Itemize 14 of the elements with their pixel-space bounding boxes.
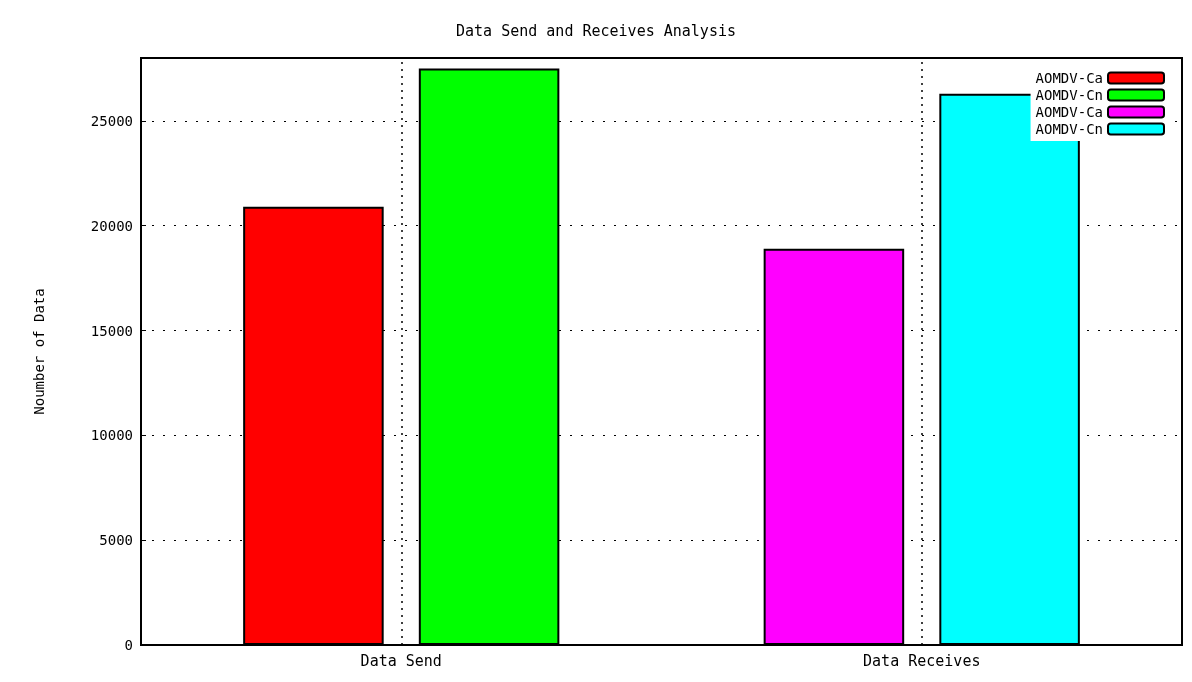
- legend-label: AOMDV-Cn: [1035, 87, 1103, 103]
- chart-title: Data Send and Receives Analysis: [456, 21, 736, 40]
- y-tick-label: 20000: [90, 217, 133, 234]
- y-axis-title: Noumber of Data: [31, 288, 47, 415]
- y-tick-label: 15000: [90, 322, 133, 339]
- y-tick-label: 5000: [99, 532, 133, 549]
- x-tick-label: Data Receives: [863, 651, 981, 670]
- legend-label: AOMDV-Ca: [1035, 70, 1103, 86]
- y-tick-label: 10000: [90, 427, 133, 444]
- legend-label: AOMDV-Ca: [1035, 104, 1103, 120]
- legend-label: AOMDV-Cn: [1035, 121, 1103, 137]
- x-tick-label: Data Send: [360, 651, 442, 670]
- y-tick-label: 0: [124, 637, 133, 653]
- y-tick-label: 25000: [90, 112, 133, 129]
